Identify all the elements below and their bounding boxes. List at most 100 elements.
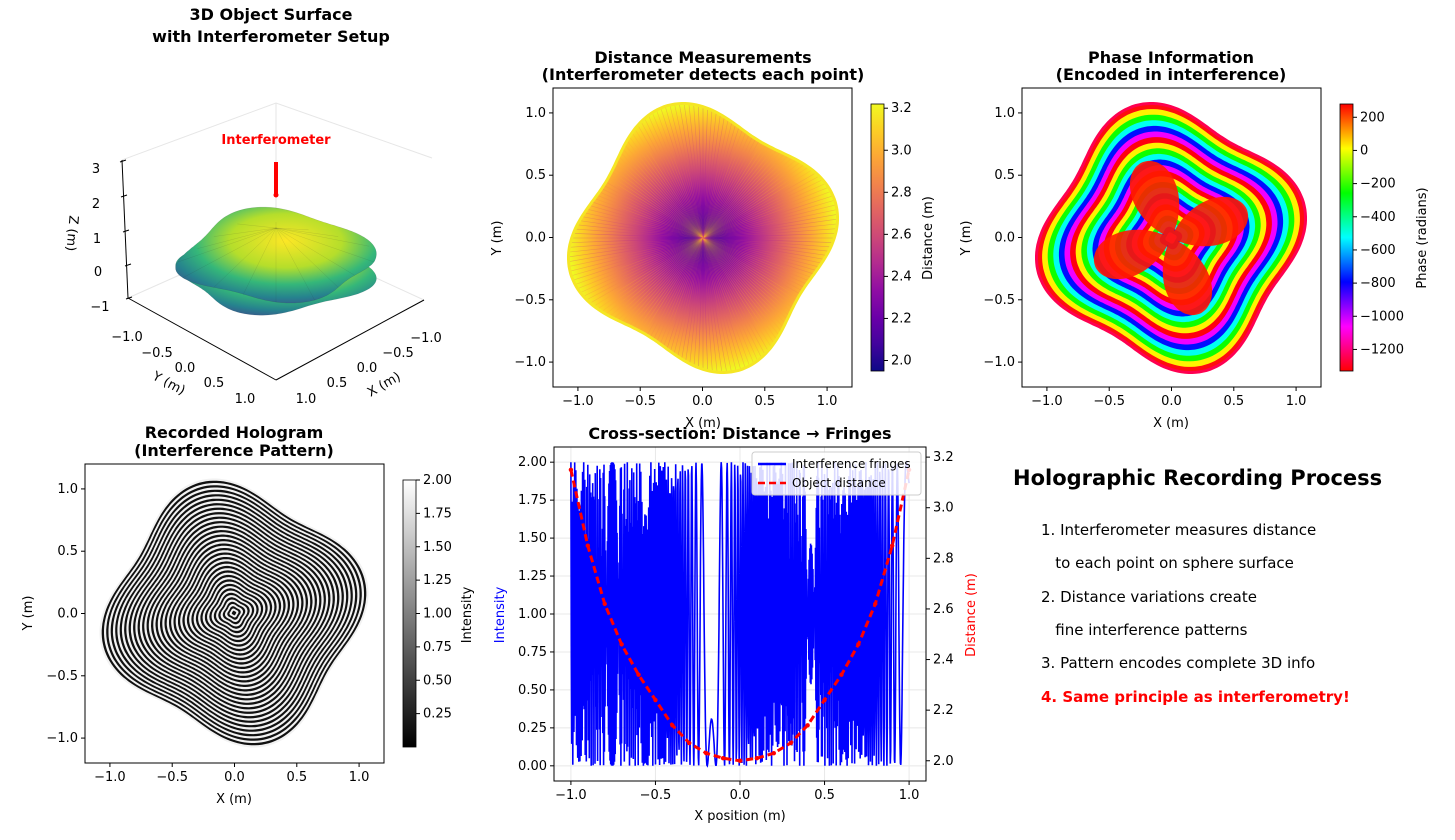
x-tick-label: −1.0 xyxy=(94,770,126,785)
distance-ray xyxy=(702,237,812,278)
cbar-tick-label: −400 xyxy=(1360,210,1396,225)
distance-ray xyxy=(702,237,815,275)
distance-ray xyxy=(702,237,746,369)
distance-ray xyxy=(572,237,704,281)
distance-ray xyxy=(611,171,704,239)
3d-surface-cap xyxy=(175,206,377,304)
distance-ray xyxy=(652,112,704,239)
cross-title: Cross-section: Distance → Fringes xyxy=(588,424,891,443)
x-tick-label: 1.0 xyxy=(817,394,838,409)
distance-ray xyxy=(702,237,732,372)
distance-ray xyxy=(702,237,827,256)
distance-ray xyxy=(616,160,704,239)
phase-ylabel: Y (m) xyxy=(959,221,974,257)
distance-ray xyxy=(702,237,775,344)
distance-line xyxy=(568,467,912,763)
distance-ray xyxy=(702,237,829,252)
cbar-tick-label: 2.4 xyxy=(891,269,912,284)
distance-ray xyxy=(637,125,704,239)
distance-ray xyxy=(702,209,837,239)
cbar-tick-label: 0.25 xyxy=(423,707,452,722)
distance-ray xyxy=(702,108,708,239)
distance-ray xyxy=(573,233,704,239)
cbar-tick-label: 1.25 xyxy=(423,573,452,588)
distance-ray xyxy=(625,237,704,325)
distance-ray xyxy=(702,237,758,361)
distance-ray xyxy=(702,121,733,239)
x-tick-label: 0.0 xyxy=(1161,394,1182,409)
distance-ray xyxy=(702,161,801,239)
phase-colorbar-label: Phase (radians) xyxy=(1415,187,1430,288)
distance-rim xyxy=(567,102,839,374)
distance-ray xyxy=(702,223,838,239)
legend-distance-label: Object distance xyxy=(792,476,886,490)
distance-ray xyxy=(613,167,704,239)
y-tick-label: 0.5 xyxy=(57,544,78,559)
z-tick-1: 1 xyxy=(93,232,101,247)
distance-ray xyxy=(693,104,704,239)
distance-ray xyxy=(670,237,704,352)
distance-ray xyxy=(583,237,704,297)
phase-colorbar xyxy=(1339,103,1354,372)
cbar-tick-label: 2.2 xyxy=(891,311,912,326)
3d-y-ticks: −1.0 −0.5 0.0 0.5 1.0 xyxy=(111,330,255,407)
distance-ray xyxy=(666,237,704,350)
distance-ray xyxy=(586,237,704,301)
distance-ray xyxy=(570,237,704,243)
cbar-tick-label: 2.8 xyxy=(891,185,912,200)
distance-ray xyxy=(702,237,708,371)
distance-ray xyxy=(568,237,704,253)
x-tick-label: −0.5 xyxy=(1093,394,1125,409)
distance-ray xyxy=(596,194,704,239)
distance-ray xyxy=(702,237,762,358)
panel-hologram: Recorded Hologram (Interference Pattern)… xyxy=(21,423,475,807)
y2-tick-label: 3.2 xyxy=(933,450,954,465)
x-tick-label: 1.0 xyxy=(1286,394,1307,409)
y-tick-label: −0.5 xyxy=(46,669,78,684)
distance-ray xyxy=(702,237,793,309)
phase-ticks: −1.0 −1.0 −0.5 −0.5 0.0 0.0 0.5 0.5 1.0 1.0 xyxy=(983,106,1306,409)
fringes-line xyxy=(570,460,910,768)
distance-ray xyxy=(621,237,704,323)
hologram-xlabel: X (m) xyxy=(216,792,252,807)
y2-tick-label: 2.2 xyxy=(933,703,954,718)
distance-ray xyxy=(634,128,704,239)
cross-y2label: Distance (m) xyxy=(964,573,979,657)
3d-x-ticks: −1.0 −0.5 0.0 0.5 1.0 xyxy=(296,331,442,407)
3d-mesh-line xyxy=(275,227,375,263)
3d-mesh-line xyxy=(182,227,277,278)
distance-ray xyxy=(702,218,838,239)
distance-ray xyxy=(702,134,750,239)
x-tick-neg05: −0.5 xyxy=(382,346,414,361)
phase-xlabel: X (m) xyxy=(1153,416,1189,431)
distance-ray xyxy=(702,237,788,320)
distance-colorbar-label: Distance (m) xyxy=(921,196,936,280)
legend-fringes-label: Interference fringes xyxy=(792,457,911,471)
distance-point xyxy=(568,467,574,472)
cbar-tick-label: −800 xyxy=(1360,276,1396,291)
y-tick-label: −0.5 xyxy=(983,293,1015,308)
y-tick-label: 0.75 xyxy=(518,645,547,660)
hologram-ylabel: Y (m) xyxy=(21,596,36,632)
3d-mesh-line xyxy=(243,227,277,295)
distance-ray xyxy=(679,103,704,239)
distance-ray xyxy=(702,237,723,373)
distance-ray xyxy=(631,132,704,239)
distance-ray xyxy=(702,166,809,239)
distance-ray xyxy=(702,144,767,239)
3d-mesh-line xyxy=(275,227,355,276)
panel-3d-surface: 3D Object Surface with Interferometer Se… xyxy=(62,5,441,407)
y-tick-label: 0.0 xyxy=(57,607,78,622)
distance-ray xyxy=(599,191,704,239)
cross-ylabel: Intensity xyxy=(493,586,508,643)
distance-ray xyxy=(702,110,713,239)
x-tick-label: 1.0 xyxy=(899,788,920,803)
distance-point xyxy=(771,750,777,756)
distance-ray xyxy=(626,140,704,239)
distance-point xyxy=(703,750,709,756)
distance-point xyxy=(805,723,810,728)
distance-point xyxy=(602,601,607,607)
distance-ray xyxy=(702,237,727,373)
distance-ray xyxy=(646,237,704,336)
y-tick-label: 0.25 xyxy=(518,721,547,736)
